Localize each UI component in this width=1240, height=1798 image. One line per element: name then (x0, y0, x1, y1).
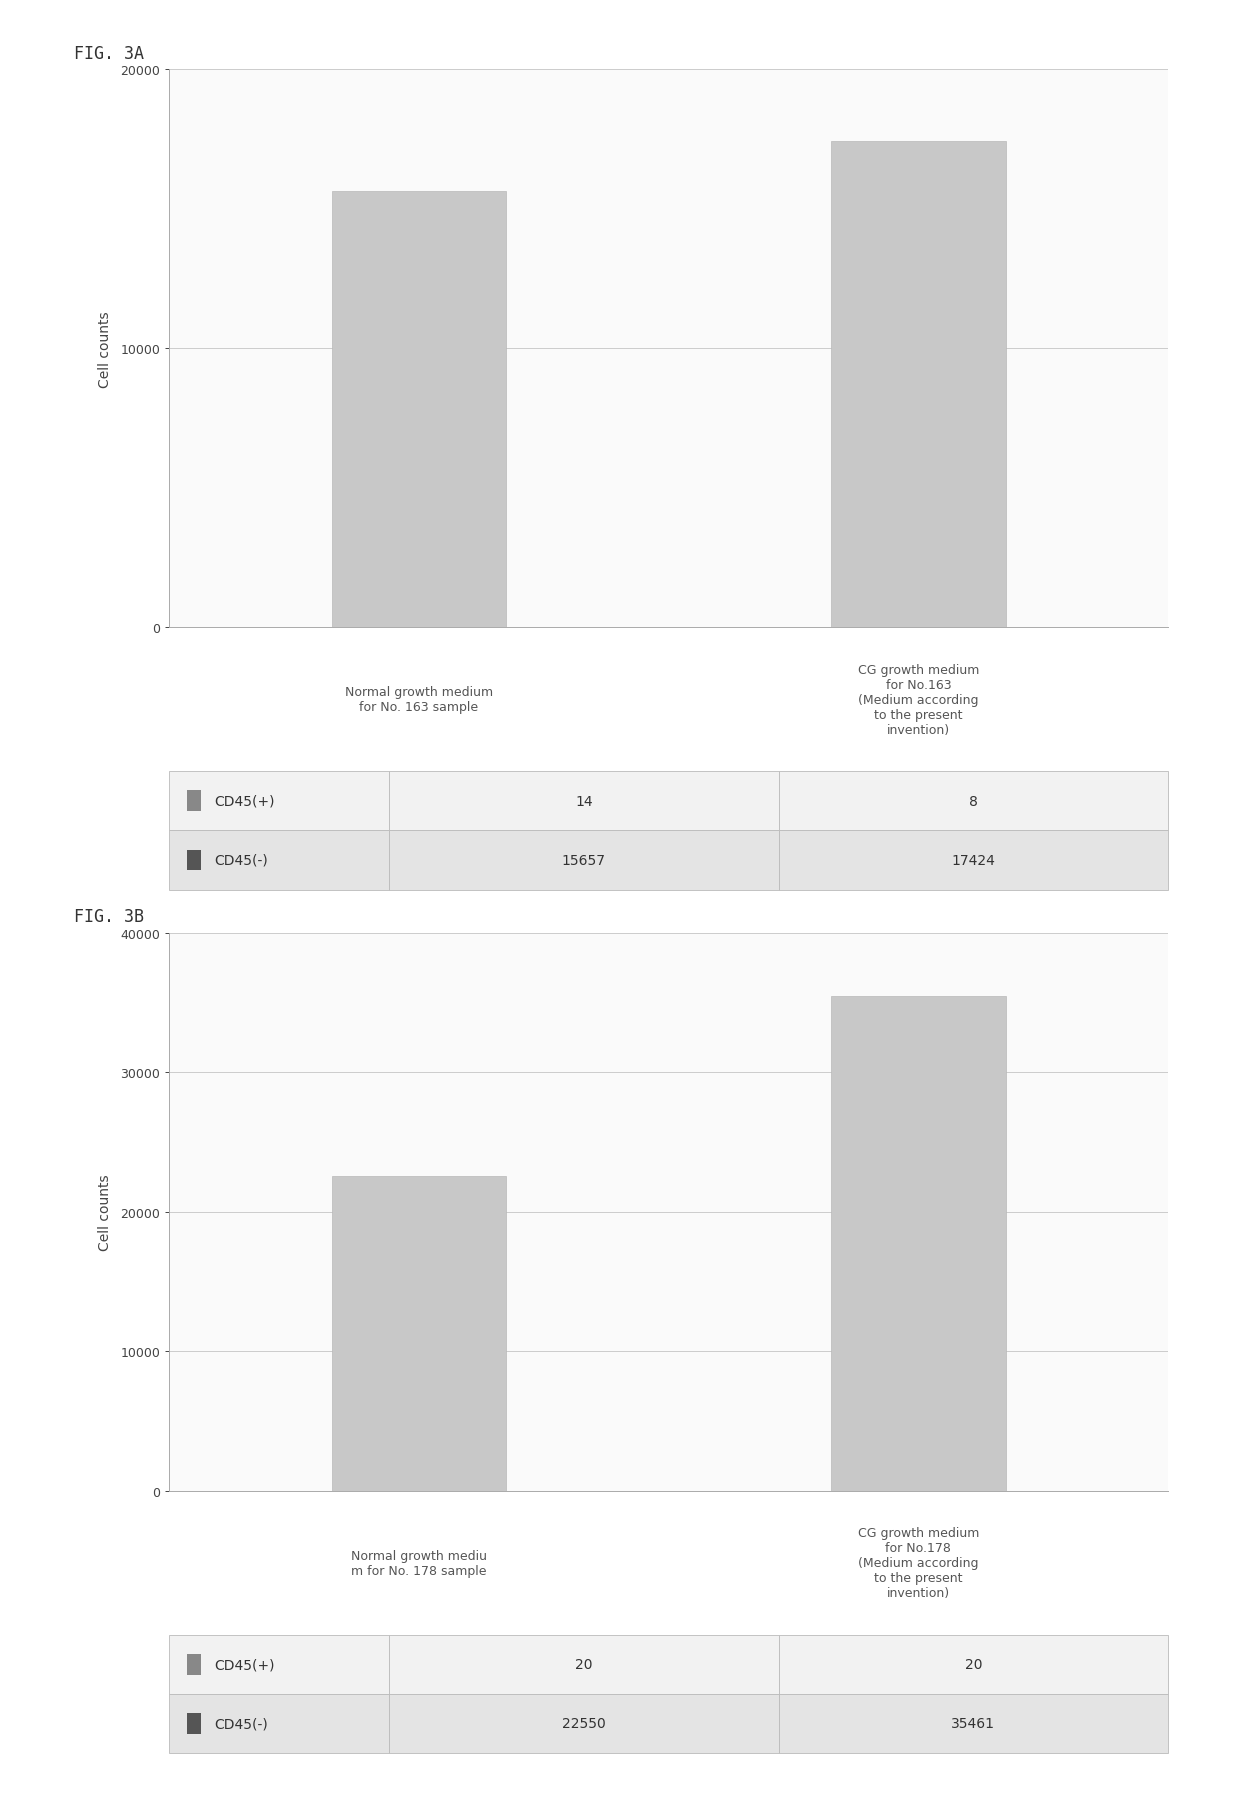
Text: 8: 8 (968, 795, 978, 809)
Text: 35461: 35461 (951, 1717, 996, 1730)
Text: CD45(+): CD45(+) (215, 1658, 275, 1672)
Text: 14: 14 (575, 795, 593, 809)
Bar (331, 1176, 506, 1491)
Text: CD45(+): CD45(+) (215, 795, 275, 809)
Bar (831, 142, 1006, 628)
Text: 17424: 17424 (951, 854, 996, 867)
Bar (831, 996, 1006, 1491)
Text: FIG. 3A: FIG. 3A (74, 45, 144, 63)
Text: FIG. 3B: FIG. 3B (74, 908, 144, 926)
Y-axis label: Cell counts: Cell counts (98, 311, 112, 387)
Text: Normal growth mediu
m for No. 178 sample: Normal growth mediu m for No. 178 sample (351, 1548, 487, 1577)
Text: 22550: 22550 (562, 1717, 605, 1730)
Text: CG growth medium
for No.163
(Medium according
to the present
invention): CG growth medium for No.163 (Medium acco… (858, 663, 980, 737)
Text: 20: 20 (575, 1658, 593, 1672)
Bar (331, 191, 506, 628)
Text: 20: 20 (965, 1658, 982, 1672)
Y-axis label: Cell counts: Cell counts (98, 1174, 112, 1250)
Text: CD45(-): CD45(-) (215, 1717, 268, 1730)
Text: CD45(-): CD45(-) (215, 854, 268, 867)
Text: CG growth medium
for No.178
(Medium according
to the present
invention): CG growth medium for No.178 (Medium acco… (858, 1527, 980, 1600)
Text: Normal growth medium
for No. 163 sample: Normal growth medium for No. 163 sample (345, 685, 494, 714)
Text: 15657: 15657 (562, 854, 606, 867)
